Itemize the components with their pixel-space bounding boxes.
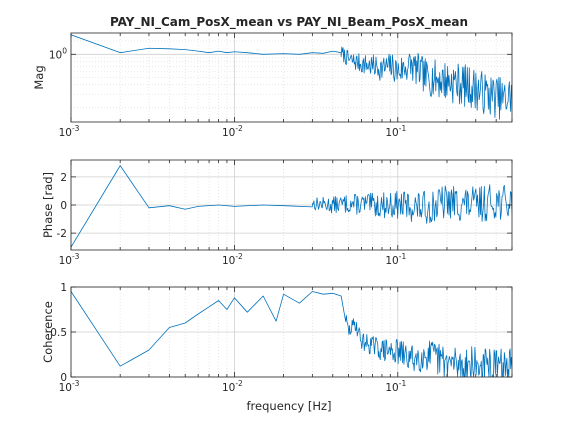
- y-axis-label: Mag: [32, 65, 46, 89]
- y-axis-label: Coherence: [41, 301, 55, 363]
- axes-box: [70, 32, 513, 123]
- y-tick-label: -2: [57, 228, 67, 240]
- x-tick-label: 10-2: [222, 124, 243, 139]
- x-tick-label: 10-1: [385, 379, 406, 394]
- y-axis-label: Phase [rad]: [41, 172, 55, 238]
- x-axis-label: frequency [Hz]: [247, 399, 332, 413]
- x-tick-label: 10-2: [222, 379, 243, 394]
- x-tick-label: 10-1: [385, 252, 406, 267]
- x-tick-label: 10-3: [59, 124, 80, 139]
- y-tick-label: 1: [60, 282, 67, 294]
- coherence-series-line: [71, 291, 512, 377]
- y-tick-label: 0.5: [50, 327, 67, 339]
- y-tick-label: 2: [60, 172, 67, 184]
- phase-panel: 10-3 10-2 10-1 -2 0 2 Phase [rad]: [41, 159, 513, 267]
- chart-title: PAY_NI_Cam_PosX_mean vs PAY_NI_Beam_PosX…: [110, 15, 468, 30]
- x-tick-label: 10-1: [385, 124, 406, 139]
- x-tick-label: 10-2: [222, 252, 243, 267]
- y-tick-label: 100: [49, 46, 67, 61]
- y-tick-label: 0: [60, 200, 67, 212]
- coherence-panel: 10-3 10-2 10-1 0 0.5 1 Coherence: [41, 282, 513, 394]
- phase-series-line: [71, 165, 512, 248]
- y-tick-label: 0: [60, 372, 67, 384]
- x-tick-label: 10-3: [59, 379, 80, 394]
- magnitude-series-line: [71, 34, 512, 120]
- x-tick-label: 10-3: [59, 252, 80, 267]
